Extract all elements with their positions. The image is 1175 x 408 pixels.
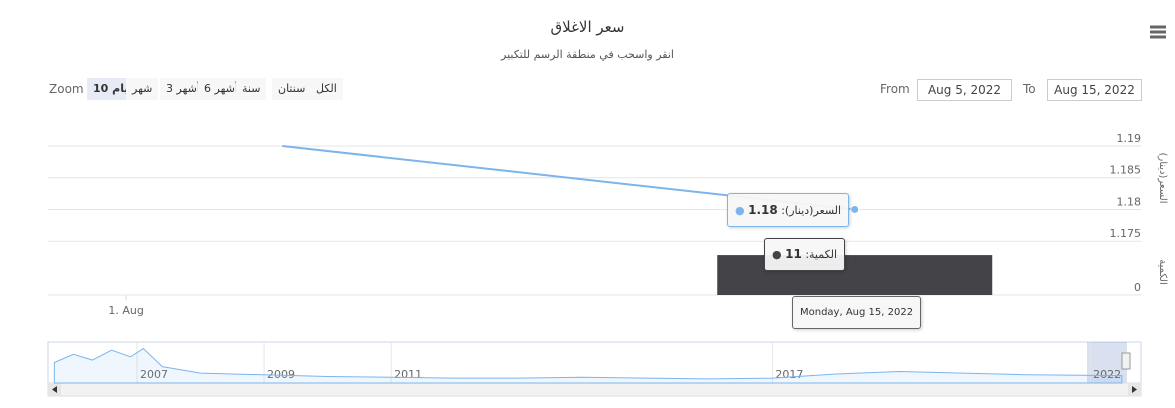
y-axis-title: الكمية <box>1157 259 1168 285</box>
tooltip-date: Monday, Aug 15, 2022 <box>792 296 922 329</box>
tooltip-dot: ● <box>735 204 745 217</box>
y-tick-label: 0 <box>1134 281 1141 294</box>
y-tick-label: 1.175 <box>1110 227 1142 240</box>
from-input[interactable]: Aug 5, 2022 <box>917 79 1012 101</box>
hover-marker <box>850 204 860 214</box>
zoom-button[interactable]: شهر <box>126 78 159 100</box>
from-label: From <box>880 82 910 96</box>
y-tick-label: 1.185 <box>1110 164 1142 177</box>
zoom-button[interactable]: الكل <box>310 78 343 100</box>
volume-bar <box>717 255 993 295</box>
y-tick-label: 1.18 <box>1117 195 1142 208</box>
scrollbar[interactable] <box>47 382 1142 397</box>
navigator-area <box>53 347 1123 384</box>
tooltip-dot: ● <box>772 248 782 261</box>
x-tick-label: 1. Aug <box>108 304 143 317</box>
navigator-selection[interactable] <box>1087 342 1127 383</box>
tooltip-volume: ● الكمية: 11 <box>764 238 846 271</box>
chart-subtitle: انقر واسحب في منطقة الرسم للتكبير <box>501 48 674 61</box>
x-tick-label: 2022 <box>1093 368 1121 381</box>
zoom-button[interactable]: سنة <box>236 78 267 100</box>
tooltip-value: 1.18 <box>748 203 778 217</box>
chart-title: سعر الاغلاق <box>550 18 625 36</box>
arrow-left <box>52 386 57 393</box>
zoom-button[interactable]: سنتان <box>272 78 312 100</box>
zoom-button[interactable]: 6 أشهر <box>198 78 244 100</box>
tooltip-label: السعر(دينار): <box>781 204 842 217</box>
x-tick-label: 2007 <box>140 368 168 381</box>
navigator-handle[interactable] <box>1121 352 1131 370</box>
y-tick-label: 1.19 <box>1117 132 1142 145</box>
to-label: To <box>1023 82 1036 96</box>
to-input[interactable]: Aug 15, 2022 <box>1047 79 1142 101</box>
menu-icon[interactable] <box>1150 25 1166 39</box>
tooltip-label: الكمية: <box>805 248 838 261</box>
arrow-right <box>1132 386 1137 393</box>
tooltip-price: ● السعر(دينار): 1.18 <box>727 193 850 227</box>
y-axis-title: السعر(دينار) <box>1157 152 1168 203</box>
tooltip-value: 11 <box>785 247 802 261</box>
zoom-button[interactable]: 3 أشهر <box>160 78 206 100</box>
x-tick-label: 2009 <box>267 368 295 381</box>
zoom-label: Zoom <box>49 82 84 96</box>
